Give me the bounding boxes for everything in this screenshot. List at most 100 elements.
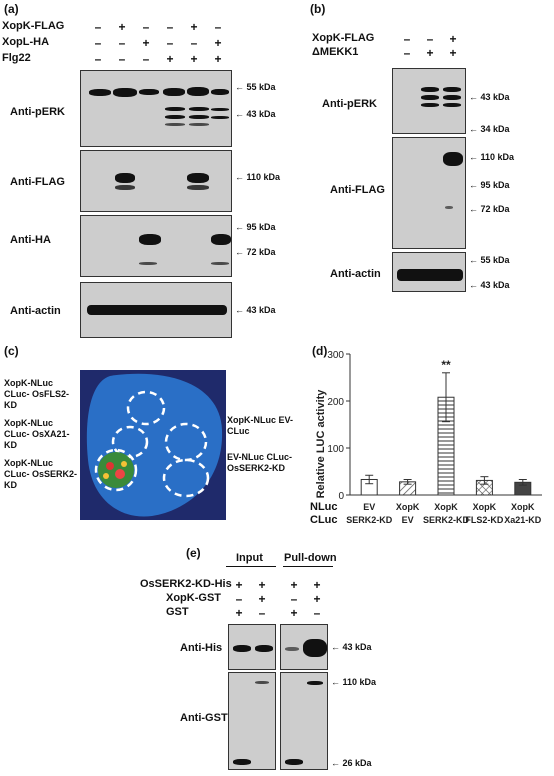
marker-a-actin-43: ← 43 kDa [235,305,276,315]
leaf-label-ev-nluc: EV-NLuc CLuc- OsSERK2-KD [227,452,293,473]
sign-a-r0-c2: – [142,20,150,34]
sign-a-r0-c1: + [118,20,126,34]
x-label-nluc: XopK [396,502,420,512]
leaf-label-ev-cluc: XopK-NLuc EV-CLuc [227,415,294,436]
sign-a-r0-c5: – [214,20,222,34]
sign-e-r0-c0: + [235,578,243,592]
y-tick-label: 300 [327,350,344,361]
row-label-b-mekk1: ΔMEKK1 [312,46,359,58]
leaf-label-fls2: XopK-NLuc CLuc- OsFLS2-KD [4,378,70,410]
marker-text: 110 kDa [342,677,377,687]
row-label-b-xopk-flag: XopK-FLAG [312,32,375,44]
sign-a-r2-c2: – [142,52,150,66]
pulldown-underline [283,566,333,567]
sign-a-r0-c4: + [190,20,198,34]
x-label-cluc: SERK2-KD [346,515,393,525]
y-tick-label: 100 [327,444,344,455]
panel-c-label: (c) [4,344,19,358]
x-label-nluc: EV [363,502,375,512]
row-label-xopk-flag: XopK-FLAG [2,20,65,32]
sign-e-r2-c1: – [258,606,266,620]
blot-e-his-label: Anti-His [180,642,223,654]
marker-b-actin-43: ← 43 kDa [469,280,510,290]
row-label-xopk-gst: XopK-GST [166,592,221,604]
blot-a-actin-label: Anti-actin [10,305,61,317]
marker-text: 43 kDa [246,109,276,119]
blot-b-perk-label: Anti-pERK [322,98,377,110]
marker-text: 55 kDa [246,82,276,92]
marker-text: 34 kDa [480,124,510,134]
sign-a-r1-c5: + [214,36,222,50]
sign-e-r2-c3: – [313,606,321,620]
blot-a-actin [80,282,232,338]
marker-text: 55 kDa [480,255,510,265]
marker-text: 95 kDa [246,222,276,232]
marker-text: 72 kDa [480,204,510,214]
marker-e-gst-26: ← 26 kDa [331,758,372,768]
sign-e-r1-c1: + [258,592,266,606]
blot-a-perk [80,70,232,147]
x-label-cluc: FLS2-KD [465,515,504,525]
luc-bar-chart: Relative LUC activity 0 100 200 300 EV SERK2-… [315,350,542,525]
row-label-xopl-ha: XopL-HA [2,36,50,48]
x-label-nluc: XopK [434,502,458,512]
sign-a-r1-c2: + [142,36,150,50]
marker-b-flag-95: ← 95 kDa [469,180,510,190]
y-axis-title: Relative LUC activity [315,389,327,499]
sign-b-r0-c2: + [449,32,457,46]
blot-e-his-input [228,624,276,670]
sign-a-r2-c1: – [118,52,126,66]
sign-b-r0-c0: – [403,32,411,46]
blot-a-flag-label: Anti-FLAG [10,176,65,188]
sign-b-r0-c1: – [426,32,434,46]
marker-text: 110 kDa [246,172,281,182]
marker-a-flag-110: ← 110 kDa [235,172,281,182]
blot-e-gst-input [228,672,276,770]
blot-e-his-pulldown [280,624,328,670]
marker-text: 43 kDa [480,280,510,290]
x-label-cluc: Xa21-KD [504,515,542,525]
blot-b-actin-label: Anti-actin [330,268,381,280]
sign-a-r2-c0: – [94,52,102,66]
significance-marker: ** [441,358,451,372]
col-header-pulldown: Pull-down [284,552,337,564]
x-label-cluc: SERK2-KD [423,515,470,525]
y-tick-label: 0 [338,491,344,502]
row-label-cluc: CLuc [310,514,338,526]
sign-e-r2-c0: + [235,606,243,620]
y-tick-label: 200 [327,397,344,408]
sign-a-r1-c4: – [190,36,198,50]
blot-e-gst-label: Anti-GST [180,712,228,724]
blot-b-flag [392,137,466,249]
sign-e-r1-c3: + [313,592,321,606]
marker-text: 95 kDa [480,180,510,190]
marker-text: 72 kDa [246,247,276,257]
blot-a-flag [80,150,232,212]
x-label-nluc: XopK [473,502,497,512]
leaf-label-xa21: XopK-NLuc CLuc- OsXA21-KD [4,418,70,450]
blot-a-ha-label: Anti-HA [10,234,51,246]
marker-text: 43 kDa [342,642,372,652]
panel-e-label: (e) [186,546,201,560]
row-label-flg22: Flg22 [2,52,31,64]
sign-e-r0-c1: + [258,578,266,592]
blot-e-gst-pulldown [280,672,328,770]
sign-b-r1-c2: + [449,46,457,60]
marker-text: 26 kDa [342,758,372,768]
blot-b-perk [392,68,466,134]
sign-a-r2-c3: + [166,52,174,66]
x-label-cluc: EV [402,515,414,525]
row-label-gst: GST [166,606,189,618]
sign-a-r2-c4: + [190,52,198,66]
sign-a-r1-c0: – [94,36,102,50]
blot-a-ha [80,215,232,277]
marker-b-flag-110: ← 110 kDa [469,152,515,162]
col-header-input: Input [236,552,263,564]
marker-e-his-43: ← 43 kDa [331,642,372,652]
row-label-nluc: NLuc [310,501,338,513]
sign-e-r0-c3: + [313,578,321,592]
marker-text: 43 kDa [480,92,510,102]
sign-b-r1-c0: – [403,46,411,60]
marker-b-perk-43: ← 43 kDa [469,92,510,102]
leaf-label-serk2: XopK-NLuc CLuc- OsSERK2-KD [4,458,78,490]
